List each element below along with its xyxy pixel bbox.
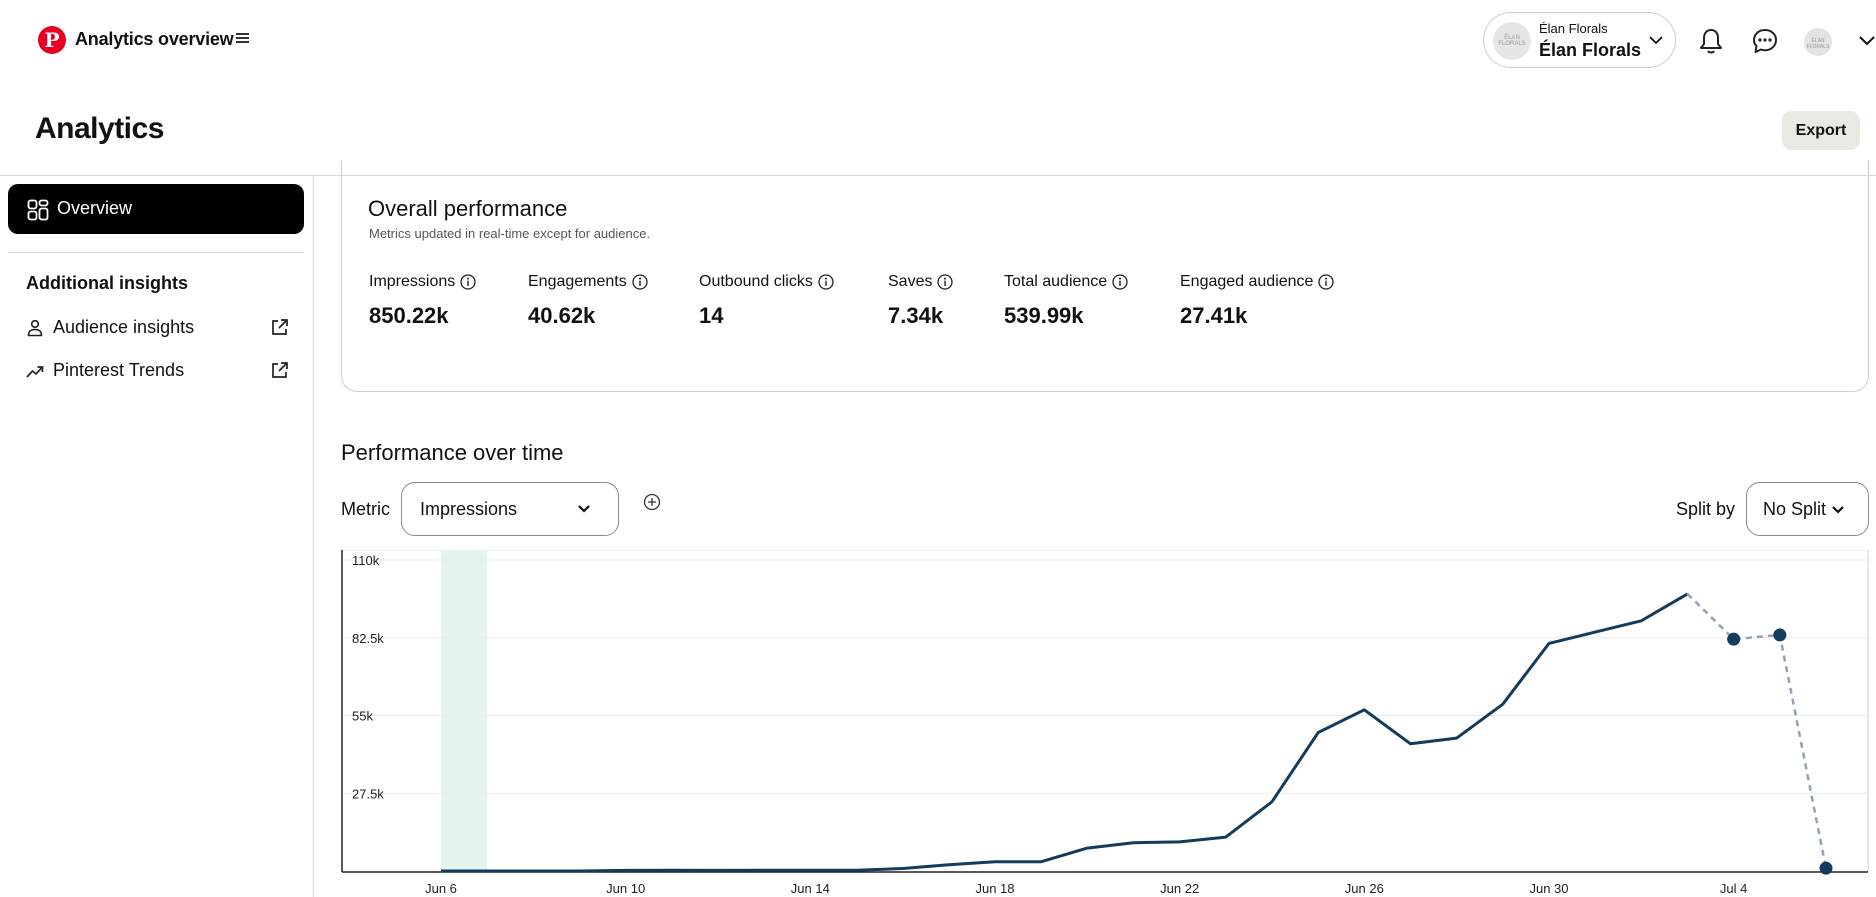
x-tick-label: Jun 26 — [1345, 881, 1384, 896]
metric-select-label: Metric — [341, 499, 390, 519]
metric-select[interactable]: Impressions — [401, 482, 619, 536]
y-tick-label: 82.5k — [352, 631, 384, 646]
x-tick-label: Jun 14 — [791, 881, 830, 896]
y-tick-label: 110k — [352, 553, 380, 568]
logo-glyph: P — [44, 28, 60, 52]
pinterest-logo[interactable]: P — [38, 26, 66, 54]
top-bar: P Analytics overview ÉLAN FLORALS Élan F… — [0, 0, 1876, 80]
add-metric-icon[interactable] — [643, 493, 661, 511]
impressions-line-chart[interactable]: 110k 82.5k 55k 27.5k Jun 6 Jun 10 Jun 14 Jun 18… — [341, 550, 1869, 897]
metric-value: 40.62k — [528, 303, 596, 328]
sidebar-item-audience-insights[interactable]: Audience insights — [26, 315, 288, 341]
external-link-icon — [272, 362, 288, 378]
metric-total-audience: Total audience 539.99k — [1004, 273, 1128, 329]
x-tick-label: Jul 4 — [1720, 881, 1747, 896]
metric-label: Saves — [888, 273, 933, 290]
account-switcher[interactable]: ÉLAN FLORALS Élan Florals Élan Florals — [1483, 12, 1676, 68]
metric-select-value: Impressions — [420, 499, 518, 519]
metric-value: 14 — [699, 303, 724, 328]
metric-saves: Saves 7.34k — [888, 273, 954, 329]
sidebar-item-pinterest-trends[interactable]: Pinterest Trends — [26, 358, 288, 384]
trend-icon — [26, 366, 44, 378]
external-link-icon — [272, 319, 288, 335]
metric-engagements: Engagements 40.62k — [528, 273, 648, 329]
info-icon[interactable] — [937, 274, 954, 290]
info-icon[interactable] — [1318, 274, 1335, 290]
split-by-label: Split by — [1676, 499, 1736, 519]
person-icon — [27, 319, 43, 337]
metric-engaged-audience: Engaged audience 27.41k — [1180, 273, 1335, 329]
metric-label: Total audience — [1004, 273, 1108, 290]
metric-outbound-clicks: Outbound clicks 14 — [699, 273, 834, 329]
user-avatar[interactable]: ÉLAN FLORALS — [1804, 28, 1832, 56]
account-label-small: Élan Florals — [1539, 21, 1608, 36]
split-by-select[interactable]: No Split — [1746, 482, 1869, 536]
chevron-down-icon — [578, 505, 590, 513]
x-tick-label: Jun 6 — [425, 881, 457, 896]
info-icon[interactable] — [1112, 274, 1128, 290]
sidebar-item-overview[interactable]: Overview — [8, 184, 304, 234]
chat-icon[interactable] — [1751, 27, 1779, 55]
metric-value: 539.99k — [1004, 303, 1084, 328]
sidebar-separator — [8, 252, 304, 253]
metric-label: Impressions — [369, 273, 456, 290]
overall-performance-card — [341, 160, 1869, 392]
metric-label: Engagements — [528, 273, 627, 290]
sidebar-divider — [313, 176, 314, 897]
export-button[interactable]: Export — [1782, 111, 1860, 150]
x-tick-label: Jun 30 — [1529, 881, 1568, 896]
menu-icon[interactable] — [236, 31, 250, 45]
y-tick-label: 55k — [352, 709, 373, 724]
sidebar-item-label: Pinterest Trends — [53, 360, 185, 380]
dashboard-icon — [27, 199, 49, 221]
x-tick-label: Jun 22 — [1160, 881, 1199, 896]
impressions-projected-line — [1686, 593, 1828, 869]
chevron-down-icon[interactable] — [1858, 34, 1876, 48]
x-tick-label: Jun 10 — [606, 881, 645, 896]
bell-icon[interactable] — [1697, 27, 1725, 55]
overall-performance-subtitle: Metrics updated in real-time except for … — [369, 226, 651, 241]
metric-impressions: Impressions 850.22k — [369, 273, 476, 329]
insights-heading: Additional insights — [26, 273, 188, 293]
data-point-marker — [1819, 861, 1833, 875]
chevron-down-icon — [1649, 36, 1663, 45]
chevron-down-icon — [1832, 506, 1844, 514]
sidebar-item-label: Audience insights — [53, 317, 195, 337]
metric-value: 7.34k — [888, 303, 944, 328]
split-by-value: No Split — [1763, 499, 1827, 519]
header-divider — [0, 175, 1876, 176]
user-avatar-text: ÉLAN FLORALS — [1806, 38, 1830, 50]
overall-performance-title: Overall performance — [368, 196, 568, 221]
metric-label: Engaged audience — [1180, 273, 1314, 290]
info-icon[interactable] — [818, 274, 834, 290]
account-avatar: ÉLAN FLORALS — [1493, 22, 1531, 60]
data-point-marker — [1727, 632, 1741, 646]
account-name: Élan Florals — [1539, 40, 1642, 60]
metric-label: Outbound clicks — [699, 273, 813, 290]
performance-over-time-title: Performance over time — [341, 440, 564, 465]
account-avatar-text: ÉLAN FLORALS — [1498, 35, 1526, 47]
data-point-marker — [1773, 628, 1787, 642]
info-icon[interactable] — [460, 274, 476, 290]
x-tick-label: Jun 18 — [975, 881, 1014, 896]
metric-value: 850.22k — [369, 303, 449, 328]
info-icon[interactable] — [632, 274, 648, 290]
app-title[interactable]: Analytics overview — [75, 29, 234, 49]
chart-highlight-band — [441, 550, 488, 871]
sidebar-item-label: Overview — [57, 198, 133, 218]
metric-value: 27.41k — [1180, 303, 1248, 328]
impressions-series-line — [441, 592, 1689, 873]
y-tick-label: 27.5k — [352, 786, 384, 801]
page-title: Analytics — [35, 112, 164, 145]
